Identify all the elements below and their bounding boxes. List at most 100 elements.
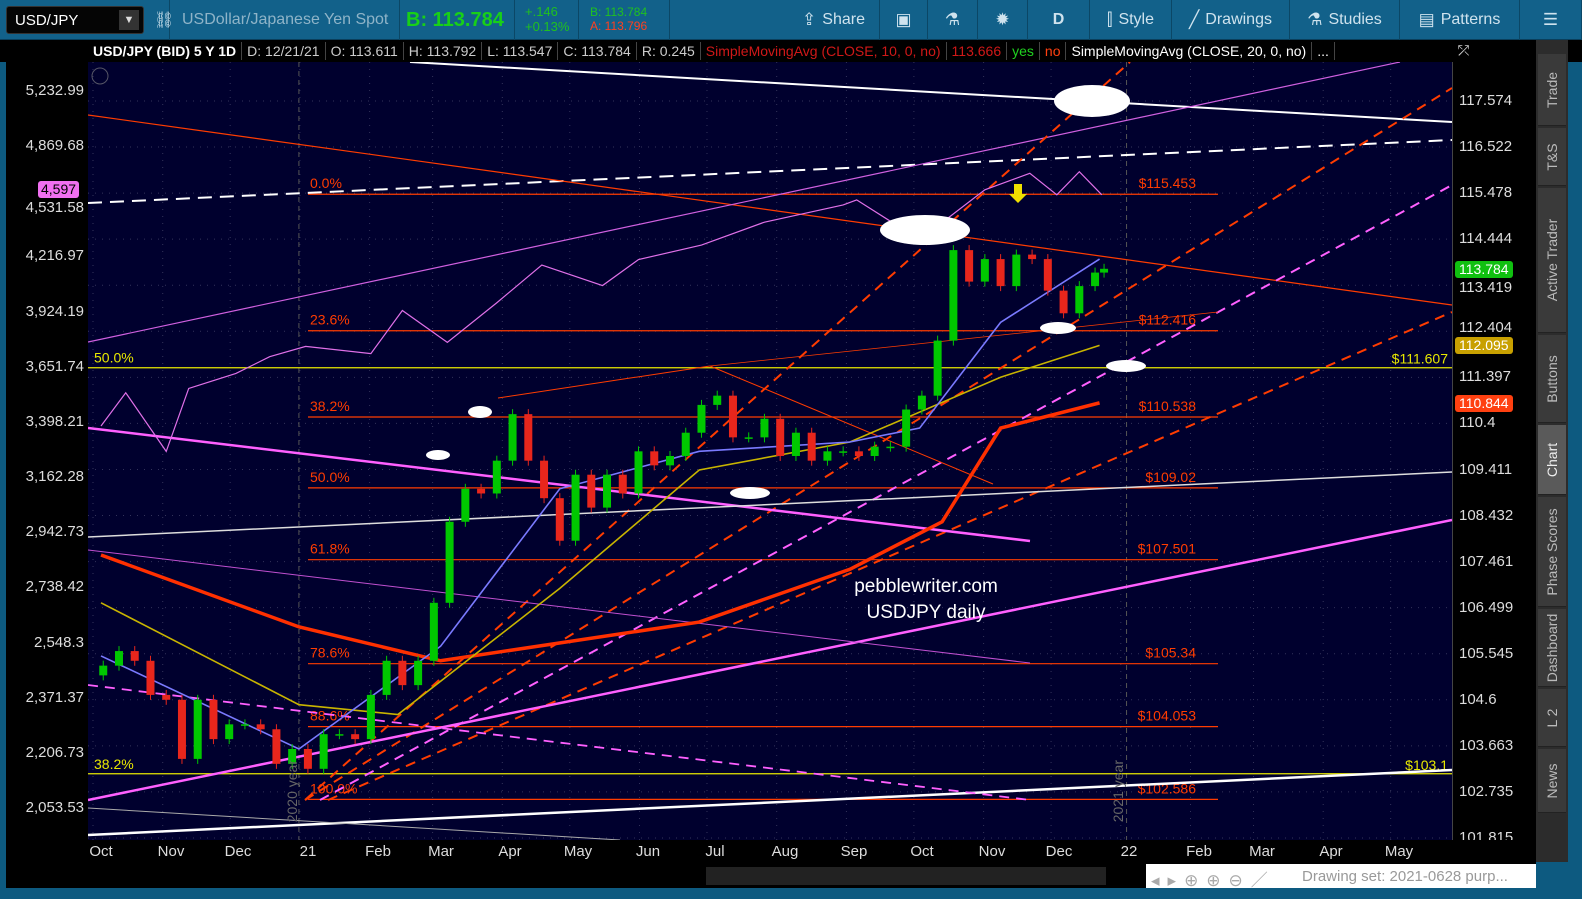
trendline [409,62,1452,123]
info-button[interactable]: ▣ [880,0,928,40]
sidebar-tab-buttons[interactable]: Buttons [1538,335,1566,423]
toolbar: USD/JPY ▼ ⛓ USDollar/Japanese Yen Spot B:… [0,0,1582,40]
price-badge: 110.844 [1455,394,1513,412]
candle-body [382,660,391,695]
candle-body [634,451,643,494]
fib-level-pct: 38.2% [310,398,350,414]
bar-close: C: 113.784 [558,42,637,60]
share-button[interactable]: ⇪ Share [788,0,880,40]
drawings-button[interactable]: ╱ Drawings [1172,0,1290,40]
horizontal-scrollbar[interactable] [6,864,1146,888]
candle-body [414,660,423,686]
time-tick-label: Feb [1186,843,1212,860]
alert-icon [91,67,109,85]
price-tick-label: 113.419 [1459,278,1513,296]
time-tick-label: Jun [635,843,661,860]
candle-body [980,259,989,282]
chart-nav-icons[interactable]: ◂▸⊕⊕⊖／ [1151,871,1276,890]
spx-tick-label: 3,162.28 [25,468,84,486]
bar-low: L: 113.547 [482,42,559,60]
sidebar-tab-label: L 2 [1544,708,1560,727]
flask-icon: ⚗ [944,10,961,29]
highlight-ellipse [468,406,492,418]
trendline [88,768,1452,837]
candle-body [492,460,501,494]
sidebar-tab-ts[interactable]: T&S [1538,128,1566,186]
chart-title: USD/JPY (BID) 5 Y 1D [88,42,243,60]
candle-body [902,409,911,447]
time-tick-label: Sep [840,843,868,860]
price-tick-label: 110.4 [1459,414,1496,432]
style-button[interactable]: ⫿ Style [1090,0,1172,40]
candle-body [650,451,659,466]
price-badge: 113.784 [1455,260,1513,278]
highlight-ellipse [426,450,450,460]
patterns-icon: ▤ [1418,10,1435,29]
study-sma20[interactable]: SimpleMovingAvg (CLOSE, 20, 0, no) [1066,42,1313,60]
sidebar-tab-phase-scores[interactable]: Phase Scores [1538,497,1566,607]
sidebar-tab-active-trader[interactable]: Active Trader [1538,188,1566,333]
bid-price-large: B: 113.784 [400,0,515,40]
candle-body [965,250,974,282]
aggregation-button[interactable]: D [1028,0,1090,40]
drawing-set-label[interactable]: Drawing set: 2021-0628 purp... [1302,868,1508,885]
trendline [88,807,621,840]
candle-body [130,651,139,661]
candle-body [839,451,848,453]
price-tick-label: 112.404 [1459,319,1513,337]
year-label-2020: 2020 year [284,759,300,822]
fib-level-pct: 61.8% [310,541,350,557]
time-axis[interactable]: Oct Nov Dec 21 Feb Mar Apr May Jun Jul A… [6,840,1536,864]
right-price-axis[interactable]: 117.574 116.522 115.478 114.444 113.419 112.4… [1452,62,1536,846]
patterns-button[interactable]: ▤ Patterns [1400,0,1520,40]
sidebar-tab-trade[interactable]: Trade [1538,54,1566,126]
candle-body [288,748,297,764]
symbol-selector[interactable]: USD/JPY ▼ [6,6,144,34]
study-sma10[interactable]: SimpleMovingAvg (CLOSE, 10, 0, no) [701,42,947,60]
studies-label: Studies [1328,11,1382,28]
pencil-line-icon: ╱ [1189,10,1200,29]
trendline [88,426,1031,543]
time-tick-label: Oct [89,843,113,860]
candle-body [1028,254,1037,260]
sidebar-tab-news[interactable]: News [1538,749,1566,813]
settings-button[interactable]: ✹ [978,0,1028,40]
symbol-description: USDollar/Japanese Yen Spot [172,0,400,40]
fib-level-price: $104.053 [1138,708,1197,724]
spx-tick-label: 3,398.21 [25,412,84,430]
sidebar-tab-chart[interactable]: Chart [1538,425,1566,495]
chart-plot[interactable]: 50.0% $111.607 38.2% $103.1 0.0% $115.453 23.6… [88,62,1452,840]
flask-button[interactable]: ⚗ [928,0,978,40]
candle-body [587,474,596,508]
fib-level-price: $105.34 [1145,645,1196,661]
studies-button[interactable]: ⚗ Studies [1290,0,1400,40]
gear-icon: ✹ [995,10,1010,29]
sidebar-tab-label: Trade [1544,71,1560,108]
candle-body [1091,272,1100,287]
moving-average-line [100,258,1100,750]
time-tick-label: Feb [365,843,391,860]
candle-body [760,418,769,438]
time-tick-label: Mar [428,843,454,860]
dropdown-arrow-icon[interactable]: ▼ [119,10,139,30]
candle-body [240,724,249,726]
candle-body [665,455,674,466]
fib-level-pct: 0.0% [310,175,342,191]
candle-body [618,474,627,494]
yellow-level-pct: 38.2% [94,756,134,772]
collapse-icon[interactable]: ⤱ [1458,42,1470,58]
sidebar-tab-l2[interactable]: L 2 [1538,689,1566,747]
price-tick-label: 105.545 [1459,644,1514,662]
candle-body [603,474,612,508]
trendline [88,518,1452,802]
menu-button[interactable]: ☰ [1520,0,1582,40]
price-tick-label: 114.444 [1459,230,1513,248]
candle-body [540,460,549,499]
sidebar-tab-dashboard[interactable]: Dashboard [1538,609,1566,687]
scrollbar-thumb[interactable] [706,867,1106,885]
link-icon[interactable]: ⛓ [150,0,174,40]
price-tick-label: 109.411 [1459,460,1513,478]
more-studies[interactable]: ... [1312,42,1335,60]
time-tick-label: Aug [771,843,799,860]
candle-body [162,694,171,700]
